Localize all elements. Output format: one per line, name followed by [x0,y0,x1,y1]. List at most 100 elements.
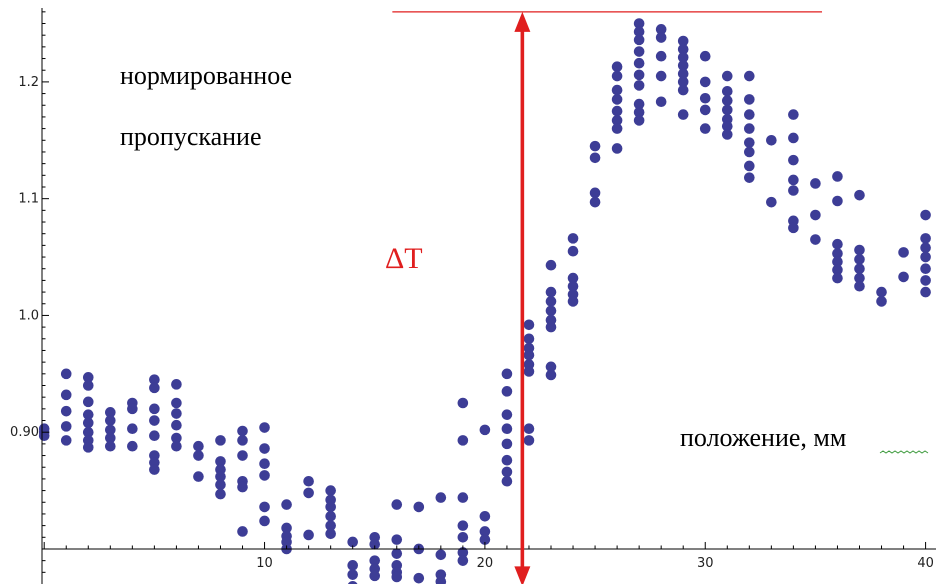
data-point [567,233,579,244]
data-point [854,280,865,292]
data-point [721,95,733,106]
data-point [655,50,667,62]
data-point [523,366,535,377]
data-point [523,333,535,345]
data-point [237,450,248,461]
data-point [457,520,469,531]
data-point [788,154,799,166]
data-point [854,254,865,265]
data-point [391,534,403,545]
x-tick-label: 30 [697,556,714,571]
data-point [677,43,689,55]
data-point [633,115,645,126]
data-point [611,143,623,154]
data-point [501,466,513,478]
data-point [259,458,270,470]
y-annotation-line2: пропускание [120,122,262,151]
data-point [876,286,887,298]
data-point [920,263,931,275]
data-point [920,286,931,298]
data-point [832,248,843,259]
data-point [611,115,623,126]
data-point [501,368,513,380]
data-point [766,196,777,208]
y-annotation-line1: нормированное [120,61,292,90]
data-point [457,435,469,446]
data-point [303,487,314,499]
data-point [677,84,689,96]
delta-t-marker [392,11,823,584]
data-point [237,481,248,493]
data-point [567,280,579,292]
data-point [545,286,557,298]
data-point [479,510,491,522]
data-point [149,464,160,475]
data-point [325,528,336,540]
data-point [325,510,336,522]
data-point [633,57,645,69]
data-point [589,140,601,152]
delta-t-label: ΔT [385,242,423,275]
data-point [898,247,909,258]
data-point [149,415,160,426]
data-point [832,238,843,250]
axis-ticks: 10 20 30 40 0.90 1.0 1.1 1.2 [10,11,934,573]
data-point [259,515,270,527]
data-point [920,275,931,286]
data-point [237,526,248,537]
data-point [633,98,645,110]
data-point [435,549,447,561]
data-point [721,70,733,82]
data-point [127,403,138,415]
data-point [149,430,160,442]
data-point [677,76,689,88]
data-point [611,70,623,82]
data-point [744,123,755,134]
data-point [523,349,535,361]
data-point [457,555,469,566]
data-point [215,456,226,467]
data-point [171,419,182,431]
data-point [259,501,270,513]
data-point [677,68,689,80]
data-point [611,105,623,117]
data-point [237,435,248,446]
data-point [391,571,403,583]
data-point [501,423,513,434]
data-point [171,397,182,409]
data-point [589,187,601,199]
data-point [457,531,469,543]
data-point [435,576,447,584]
y-tick-label: 1.1 [18,192,39,207]
data-point [832,264,843,276]
x-tick-label: 10 [256,556,273,571]
data-point [744,94,755,105]
data-point [721,129,733,140]
data-point [523,423,535,434]
data-point [82,442,94,453]
data-point [744,109,755,120]
data-point [633,34,645,46]
data-point [744,172,755,183]
data-point [171,432,182,444]
data-point [479,526,491,537]
data-point [611,94,623,105]
data-point [699,50,711,62]
data-point [391,499,403,510]
data-point [677,52,689,63]
data-point [171,408,182,419]
data-point [149,374,160,385]
data-point [457,492,469,503]
data-point [567,245,579,257]
data-point [82,396,94,408]
data-point [457,397,469,409]
data-point [60,421,72,432]
data-point [325,485,336,496]
data-point [655,70,667,82]
data-point [545,296,557,307]
data-point [567,296,579,307]
data-point [854,272,865,284]
data-point [655,24,667,35]
data-point [633,46,645,57]
